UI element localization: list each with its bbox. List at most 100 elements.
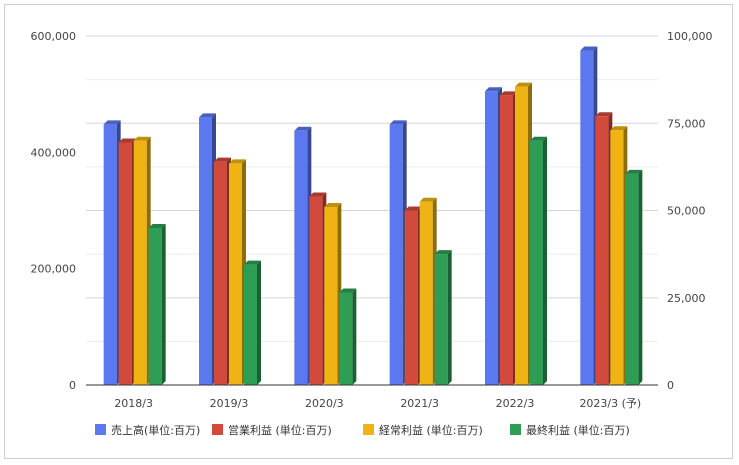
bar-front <box>309 196 323 385</box>
bar-top <box>610 126 628 131</box>
bar-top <box>625 169 643 174</box>
left-axis-ticks: 0 200,000 400,000 600,000 <box>31 30 77 392</box>
bar-top <box>148 223 166 228</box>
bar-top <box>244 260 261 265</box>
category-label: 2021/3 <box>400 397 439 410</box>
bar-front <box>324 207 338 385</box>
right-axis-ticks: 0 25,000 50,000 75,000 100,000 <box>667 30 713 392</box>
bar <box>199 113 216 385</box>
legend-item: 売上高(単位:百万) <box>95 423 200 437</box>
bar <box>309 192 327 385</box>
bar-top <box>229 159 246 164</box>
bar <box>118 138 136 385</box>
legend-swatch <box>212 424 223 435</box>
legend-swatch <box>510 424 521 435</box>
bar-front <box>434 254 448 385</box>
legend-label: 最終利益 (単位:百万) <box>526 423 630 437</box>
bar-front <box>214 161 227 385</box>
bar <box>389 120 407 385</box>
bar <box>339 288 357 385</box>
bar-front <box>244 264 257 385</box>
category-label: 2020/3 <box>305 397 344 410</box>
bar-top <box>530 136 547 141</box>
bar-front <box>595 116 609 386</box>
category-label: 2022/3 <box>496 397 535 410</box>
bar-front <box>118 142 132 385</box>
bar-top <box>103 120 121 125</box>
bar <box>148 223 166 385</box>
bar <box>580 46 598 386</box>
bar-side <box>543 136 547 385</box>
left-axis-tick-label: 600,000 <box>31 30 77 43</box>
bar <box>419 197 437 385</box>
category-label: 2023/3 (予) <box>579 397 641 410</box>
bar <box>595 112 613 386</box>
bar-top <box>199 113 216 118</box>
bar-top <box>595 112 613 117</box>
bar-top <box>485 87 502 92</box>
bar-top <box>294 126 312 131</box>
bar-side <box>161 223 166 385</box>
left-axis-tick-label: 200,000 <box>31 263 77 276</box>
bar-top <box>389 120 407 125</box>
bar <box>625 169 643 385</box>
bar-front <box>133 140 147 385</box>
bar-front <box>229 163 242 385</box>
legend-item: 最終利益 (単位:百万) <box>510 423 630 437</box>
bar-side <box>257 260 261 385</box>
bar-top <box>214 157 231 162</box>
bar <box>500 91 517 385</box>
bar-top <box>580 46 598 51</box>
bar-top <box>339 288 357 293</box>
bar <box>324 203 342 385</box>
bar-top <box>309 192 327 197</box>
category-label: 2019/3 <box>210 397 249 410</box>
bar-front <box>485 91 498 385</box>
bar-front <box>500 95 513 385</box>
bar <box>214 157 231 385</box>
legend-swatch <box>363 424 374 435</box>
bar-front <box>148 227 162 385</box>
bar-front <box>515 86 528 385</box>
bar-front <box>404 210 418 385</box>
right-axis-tick-label: 25,000 <box>667 292 706 305</box>
right-axis-tick-label: 0 <box>667 379 674 392</box>
bar-top <box>515 82 532 87</box>
bar-front <box>389 124 403 385</box>
bar <box>229 159 246 385</box>
left-axis-tick-label: 0 <box>69 379 76 392</box>
bar-front <box>625 173 639 385</box>
right-axis-tick-label: 75,000 <box>667 117 706 130</box>
bar-front <box>294 130 308 385</box>
category-labels: 2018/3 2019/3 2020/3 2021/3 2022/3 2023/3 (予) <box>114 397 641 410</box>
bar-top <box>118 138 136 143</box>
right-axis-tick-label: 100,000 <box>667 30 713 43</box>
legend-item: 経常利益 (単位:百万) <box>363 423 483 437</box>
bar-top <box>324 203 342 208</box>
bar <box>244 260 261 385</box>
bar <box>530 136 547 385</box>
legend-label: 売上高(単位:百万) <box>111 423 200 437</box>
bar <box>485 87 502 385</box>
bar <box>294 126 312 385</box>
bars <box>103 46 643 386</box>
right-axis-tick-label: 50,000 <box>667 205 706 218</box>
bar-front <box>199 117 212 385</box>
bar-front <box>419 201 433 385</box>
bar-top <box>133 136 151 141</box>
legend-item: 営業利益 (単位:百万) <box>212 423 332 437</box>
bar-front <box>580 50 594 386</box>
bar-top <box>434 250 452 255</box>
legend-label: 経常利益 (単位:百万) <box>379 423 483 437</box>
bar <box>133 136 151 385</box>
bar-front <box>530 140 543 385</box>
bar-side <box>447 250 452 385</box>
left-axis-tick-label: 400,000 <box>31 146 77 159</box>
bar-front <box>103 124 117 385</box>
bar <box>103 120 121 385</box>
bar-front <box>339 292 353 385</box>
bar-side <box>352 288 357 385</box>
bar-top <box>500 91 517 96</box>
category-label: 2018/3 <box>114 397 153 410</box>
